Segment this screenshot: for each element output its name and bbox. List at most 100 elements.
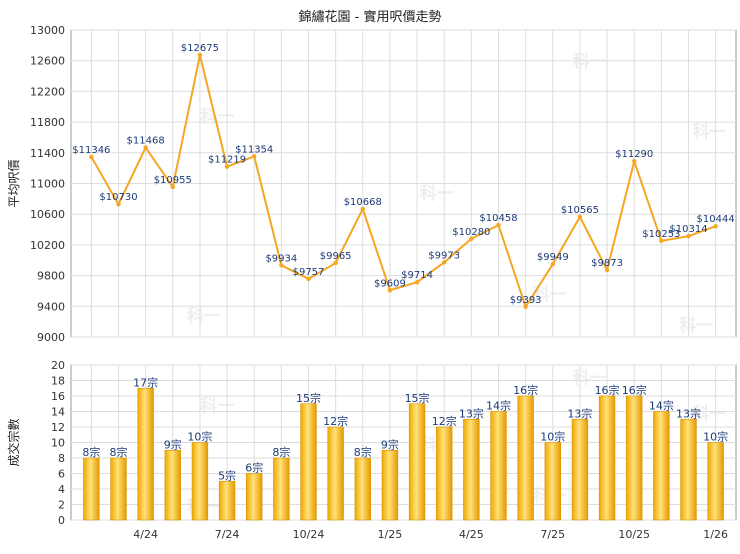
volume-bar — [598, 395, 616, 521]
volume-bar — [354, 457, 371, 521]
volume-bar — [490, 411, 507, 521]
price-point — [686, 233, 691, 239]
price-data-label: $9934 — [265, 253, 297, 264]
volume-data-label: 14宗 — [486, 399, 511, 413]
volume-y-tick: 20 — [51, 359, 65, 372]
volume-watermark: 科一 — [692, 403, 726, 424]
price-data-label: $10730 — [99, 192, 137, 203]
volume-y-tick: 18 — [51, 375, 65, 388]
price-y-tick: 9000 — [37, 331, 65, 344]
price-point — [659, 238, 664, 244]
volume-y-tick: 10 — [51, 437, 65, 450]
volume-y-tick: 0 — [58, 514, 65, 527]
volume-data-label: 5宗 — [218, 468, 236, 482]
price-data-label: $10253 — [642, 229, 680, 240]
x-tick-label: 10/24 — [293, 528, 325, 541]
volume-watermark: 科一 — [573, 368, 607, 389]
price-point — [89, 154, 94, 160]
price-data-label: $9965 — [320, 251, 352, 262]
price-point — [279, 263, 284, 268]
volume-data-label: 13宗 — [567, 406, 592, 420]
price-point — [550, 261, 555, 267]
price-y-tick: 13000 — [30, 24, 65, 37]
price-watermark: 科一 — [573, 51, 607, 72]
price-point — [523, 304, 528, 310]
price-watermark: 科一 — [187, 306, 221, 327]
price-data-label: $9949 — [537, 252, 569, 263]
price-data-label: $11346 — [72, 145, 110, 156]
x-tick-label: 7/25 — [540, 528, 565, 541]
volume-data-label: 10宗 — [540, 430, 565, 444]
price-y-tick: 12600 — [30, 55, 65, 68]
volume-data-label: 12宗 — [323, 414, 348, 428]
volume-data-label: 10宗 — [703, 430, 728, 444]
price-point — [116, 202, 121, 207]
volume-data-label: 9宗 — [164, 437, 182, 451]
volume-y-tick: 12 — [51, 421, 65, 434]
volume-y-tick: 4 — [58, 483, 65, 496]
volume-bar — [517, 395, 534, 521]
price-point — [252, 154, 257, 159]
price-data-label: $11219 — [208, 155, 246, 166]
price-data-label: $10955 — [154, 175, 192, 186]
price-data-label: $9873 — [591, 258, 623, 269]
price-data-label: $12675 — [181, 43, 219, 54]
volume-bar — [381, 449, 399, 521]
price-y-axis-label: 平均呎價 — [7, 159, 21, 207]
volume-bar — [653, 411, 670, 521]
price-point — [469, 236, 474, 241]
volume-bar — [246, 473, 263, 521]
price-data-label: $9609 — [374, 278, 406, 289]
price-data-label: $10668 — [344, 197, 382, 208]
price-point — [577, 214, 583, 220]
volume-data-label: 9宗 — [381, 437, 399, 451]
volume-data-label: 6宗 — [245, 461, 263, 475]
volume-data-label: 15宗 — [405, 391, 430, 405]
price-y-tick: 10600 — [30, 208, 65, 221]
price-data-label: $9757 — [293, 267, 325, 278]
x-tick-label: 4/24 — [133, 528, 158, 541]
volume-data-label: 8宗 — [272, 445, 290, 459]
price-point — [387, 288, 393, 293]
price-data-label: $10458 — [479, 213, 517, 224]
price-point — [414, 280, 420, 285]
volume-bar — [273, 457, 290, 521]
price-point — [360, 206, 365, 212]
volume-y-axis-label: 成交宗數 — [6, 418, 21, 466]
price-data-label: $9714 — [401, 270, 433, 281]
volume-bar — [218, 480, 236, 521]
volume-data-label: 16宗 — [622, 383, 647, 397]
price-y-tick: 11800 — [30, 116, 65, 129]
volume-bar — [300, 403, 317, 521]
price-point — [170, 184, 175, 190]
volume-bar — [164, 449, 181, 521]
price-point — [442, 260, 447, 265]
volume-bar — [110, 457, 127, 521]
price-point — [604, 267, 610, 273]
volume-y-tick: 8 — [58, 452, 65, 465]
price-point — [632, 159, 637, 164]
price-data-label: $9973 — [428, 250, 460, 261]
price-watermark: 科一 — [420, 183, 454, 204]
volume-panel: 科一科一科一科一科一科一科一02468101214161820成交宗數8宗8宗1… — [6, 359, 737, 541]
price-panel: 科一科一科一科一科一科一科一90009400980010200106001100… — [7, 24, 737, 344]
volume-y-tick: 16 — [51, 390, 65, 403]
price-y-tick: 11400 — [30, 147, 65, 160]
volume-data-label: 13宗 — [676, 406, 701, 420]
price-data-label: $11468 — [127, 136, 165, 147]
volume-bar — [707, 442, 724, 521]
price-y-tick: 9400 — [37, 300, 65, 313]
price-point — [143, 145, 148, 150]
volume-y-tick: 14 — [51, 406, 65, 419]
price-y-tick: 12200 — [30, 85, 65, 98]
price-point — [496, 222, 501, 228]
volume-watermark: 科一 — [200, 396, 234, 417]
price-point — [197, 52, 203, 58]
volume-data-label: 15宗 — [296, 391, 321, 405]
price-data-label: $10565 — [561, 205, 599, 216]
price-y-tick: 9800 — [37, 270, 65, 283]
price-watermark: 科一 — [692, 121, 726, 142]
volume-data-label: 12宗 — [432, 414, 457, 428]
